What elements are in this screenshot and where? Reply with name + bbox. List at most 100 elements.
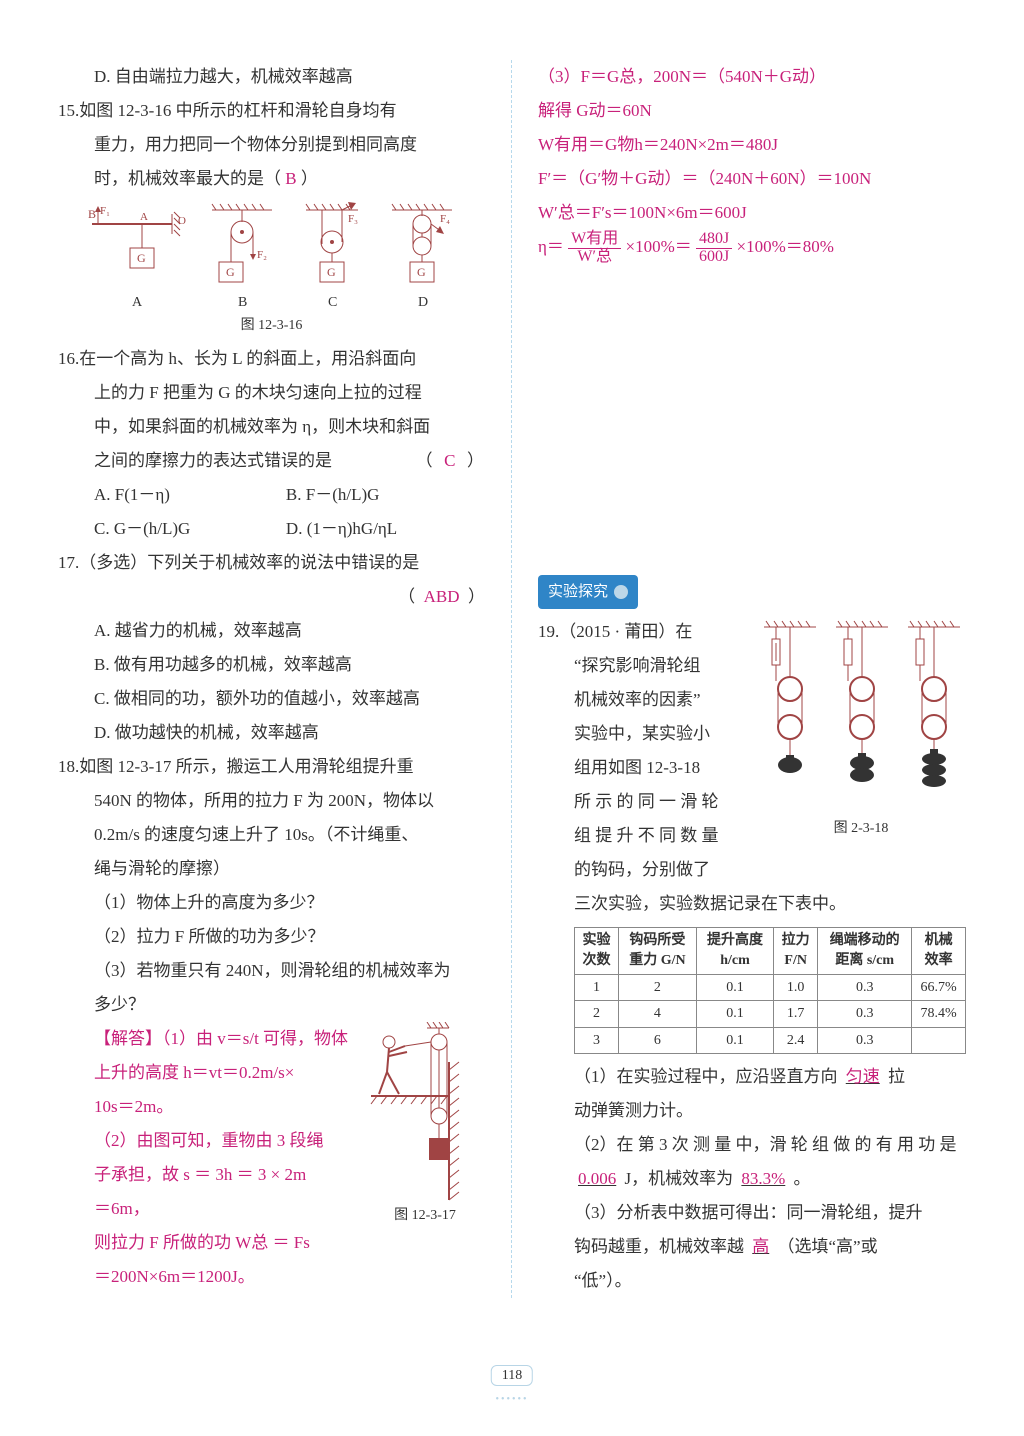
q16-optA: A. F(1－η) [94,478,282,512]
q18-figure: 图 12-3-17 [365,1022,485,1230]
q16-l1: 在一个高为 h、长为 L 的斜面上，用沿斜面向 [79,349,416,368]
td: 0.3 [818,1027,912,1054]
svg-text:B: B [238,295,247,310]
q15-figure: B O F₁ A G A [58,202,485,340]
q17-optB: B. 做有用功越多的机械，效率越高 [58,648,485,682]
q15-l3b: ） [301,169,318,188]
th-2: 提升高度h/cm [696,928,773,974]
sol3-frac2-d: 600J [696,249,732,266]
q15-l1: 如图 12-3-16 中所示的杠杆和滑轮自身均有 [79,101,396,120]
td: 6 [619,1027,697,1054]
td: 0.3 [818,974,912,1001]
td: 0.1 [696,974,773,1001]
q15-number: 15. [58,101,79,120]
q15-answer: B [285,169,296,188]
td: 1.7 [774,1001,818,1028]
q18-figure-caption: 图 12-3-17 [365,1202,485,1230]
q15-l3: 时，机械效率最大的是（ B ） [58,162,485,196]
q15-figure-caption: 图 12-3-16 [58,312,485,340]
magnifier-icon [614,585,628,599]
q19-p2-answer1: 0.006 [574,1169,620,1188]
q16-number: 16. [58,349,79,368]
svg-text:G: G [417,265,426,279]
sol3-mid: ×100%＝ [626,237,692,256]
td: 3 [575,1027,619,1054]
td: 78.4% [912,1001,966,1028]
q19-table: 实验次数 钩码所受重力 G/N 提升高度h/cm 拉力F/N 绳端移动的距离 s… [574,927,966,1054]
q18-sub1: （1）物体上升的高度为多少？ [58,886,485,920]
th-4: 绳端移动的距离 s/cm [818,928,912,974]
svg-text:O: O [178,215,186,227]
section-label: 实验探究 [548,577,608,607]
q16-opts-ab: A. F(1－η) B. F－(h/L)G [58,478,485,512]
left-column: D. 自由端拉力越大，机械效率越高 15.如图 12-3-16 中所示的杠杆和滑… [58,60,512,1298]
td [912,1027,966,1054]
q19-number: 19. [538,622,559,641]
q17-optD: D. 做功越快的机械，效率越高 [58,716,485,750]
sol3-l4: F′＝（G′物＋G动）＝（240N＋60N）＝100N [538,162,966,196]
svg-text:G: G [327,265,336,279]
q19: 图 2-3-18 19.（2015 · 莆田）在 “探究影响滑轮组 机械效率的因… [538,615,966,887]
q18-number: 18. [58,757,79,776]
q18-sol-label: 【解答】 [94,1029,162,1048]
svg-text:D: D [418,295,428,310]
q19-p3b-text: 钩码越重，机械效率越 [574,1237,744,1256]
q15-l2: 重力，用力把同一个物体分别提到相同高度 [58,128,485,162]
setup3 [908,621,960,787]
q16-l4: 之间的摩擦力的表达式错误的是 （ C ） [58,444,485,478]
q16-optB: B. F－(h/L)G [286,485,380,504]
q19-p2c: 。 [794,1169,811,1188]
q19-p1a: （1）在实验过程中，应沿竖直方向 [574,1067,838,1086]
q17-paren: （ ABD ） [58,580,485,614]
q18-sub3b: 多少？ [58,988,485,1022]
th-5: 机械效率 [912,928,966,974]
q19-p3b: 钩码越重，机械效率越 高 （选填“高”或 [538,1230,966,1264]
svg-text:F₃: F₃ [348,213,358,225]
svg-text:G: G [137,251,146,265]
q17-number: 17. [58,553,79,572]
q19-p3d: “低”）。 [538,1264,966,1298]
q18-l4: 绳与滑轮的摩擦） [58,852,485,886]
q19-l8: 的钩码，分别做了 [538,853,966,887]
td: 2 [619,974,697,1001]
q16-paren-r: ） [467,451,485,470]
q18-solution: 图 12-3-17 【解答】（1）由 v＝s/t 可得，物体 上升的高度 h＝v… [58,1022,485,1294]
th-1: 钩码所受重力 G/N [619,928,697,974]
sol3-eta: η＝ W有用W′总 ×100%＝ 480J600J ×100%＝80% [538,230,966,265]
section-pill-experiment: 实验探究 [538,575,638,609]
sol3-l5: W′总＝F′s＝100N×6m＝600J [538,196,966,230]
q18: 18.如图 12-3-17 所示，搬运工人用滑轮组提升重 [58,750,485,784]
th-0: 实验次数 [575,928,619,974]
q16-optC: C. G－(h/L)G [94,512,282,546]
setup2 [836,621,888,782]
svg-text:F₄: F₄ [440,213,450,225]
svg-text:G: G [226,265,235,279]
q19-p1b: 拉 [888,1067,905,1086]
q19-l9: 三次实验，实验数据记录在下表中。 [538,887,966,921]
svg-text:A: A [132,295,143,310]
q19-p1: （1）在实验过程中，应沿竖直方向 匀速 拉 [538,1060,966,1094]
svg-text:F₁: F₁ [100,205,110,217]
q17-paren-l: （ [398,587,415,606]
q19-figure: 图 2-3-18 [756,615,966,843]
page-number: 118 •••••• [491,1362,533,1410]
q17: 17.（多选）下列关于机械效率的说法中错误的是 [58,546,485,580]
q19-p2-answer2: 83.3% [737,1169,789,1188]
q17-l1: （多选）下列关于机械效率的说法中错误的是 [79,553,419,572]
svg-text:C: C [328,295,337,310]
q19-p1-answer: 匀速 [842,1067,884,1086]
sol3-frac2-n: 480J [696,231,732,249]
q16-paren-l: （ [416,451,434,470]
q19-figure-caption: 图 2-3-18 [756,815,966,843]
sol3-l2: 解得 G动＝60N [538,94,966,128]
q15-l3a: 时，机械效率最大的是（ [94,169,281,188]
q17-optC: C. 做相同的功，额外功的值越小，效率越高 [58,682,485,716]
q19-p3a: （3）分析表中数据可得出：同一滑轮组，提升 [538,1196,966,1230]
td: 2 [575,1001,619,1028]
q16-l3: 中，如果斜面的机械效率为 η，则木块和斜面 [58,410,485,444]
right-column: （3）F＝G总，200N＝（540N＋G动） 解得 G动＝60N W有用＝G物h… [512,60,966,1298]
sol3-l3: W有用＝G物h＝240N×2m＝480J [538,128,966,162]
td: 66.7% [912,974,966,1001]
page-number-value: 118 [491,1365,533,1386]
q18-l3: 0.2m/s 的速度匀速上升了 10s。（不计绳重、 [58,818,485,852]
